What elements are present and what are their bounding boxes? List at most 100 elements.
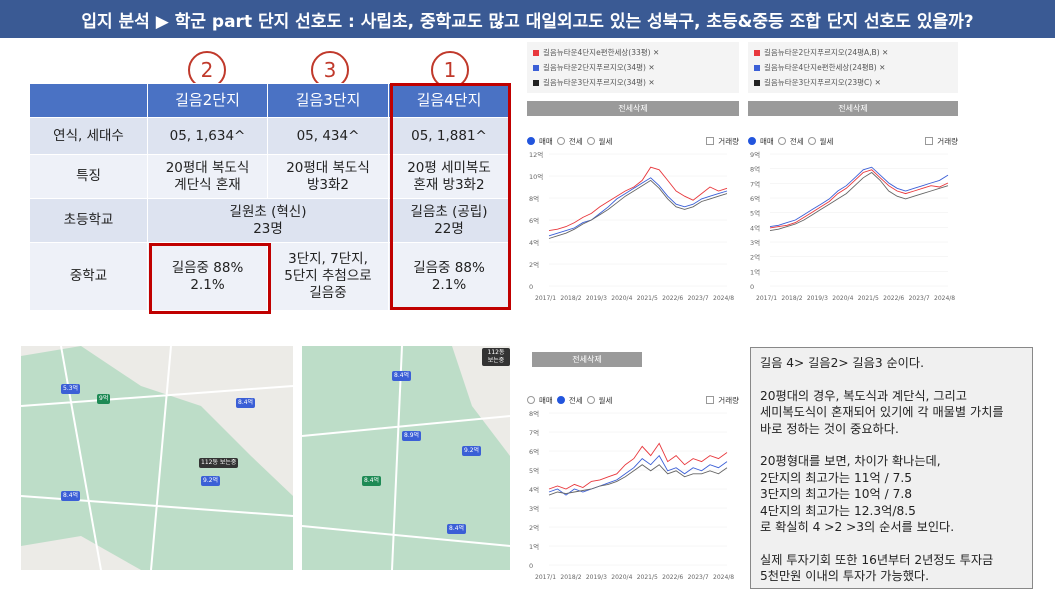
map-complex-3[interactable]: 8.4억 8.9억 9.2억 8.4억 8.4억 112동 보는중 bbox=[302, 346, 510, 570]
table-cell: 20평대 복도식 방3화2 bbox=[267, 154, 389, 199]
y-tick-label: 10억 bbox=[529, 173, 543, 181]
y-tick-label: 3억 bbox=[529, 505, 539, 513]
cell-line: 20평 세미복도 bbox=[407, 159, 491, 176]
radio-sale[interactable] bbox=[527, 396, 535, 404]
y-tick-label: 1억 bbox=[529, 543, 539, 551]
radio-sale[interactable] bbox=[748, 137, 756, 145]
volume-checkbox[interactable] bbox=[925, 137, 934, 145]
series-line bbox=[548, 442, 728, 490]
price-pin[interactable]: 8.9억 bbox=[402, 431, 422, 441]
radio-label: 매매 bbox=[760, 136, 774, 146]
legend-label: 길음뉴타운2단지푸르지오(24평A,B) ✕ bbox=[764, 48, 889, 57]
y-tick-label: 7억 bbox=[750, 180, 760, 188]
chart-band: 전세삭제 bbox=[532, 352, 642, 367]
legend-item[interactable]: 길음뉴타운3단지푸르지오(23평C) ✕ bbox=[754, 75, 952, 90]
highlight-complex-4 bbox=[390, 83, 511, 310]
radio-jeonse[interactable] bbox=[777, 137, 786, 145]
series-line bbox=[548, 177, 728, 237]
volume-checkbox[interactable] bbox=[706, 137, 715, 145]
viewing-label: 112동 보는중 bbox=[199, 458, 239, 468]
price-pin[interactable]: 9.2억 bbox=[462, 446, 482, 456]
x-tick-label: 2017/1 bbox=[756, 295, 777, 302]
legend-item[interactable]: 길음뉴타운2단지푸르지오(24평A,B) ✕ bbox=[754, 45, 952, 60]
x-tick-label: 2023/7 bbox=[909, 295, 930, 302]
cell-line: 20평대 복도식 bbox=[165, 159, 250, 176]
price-chart-34py: 길음뉴타운4단지e편한세상(33평) ✕ 길음뉴타운2단지푸르지오(34평) ✕… bbox=[527, 42, 739, 337]
series-line bbox=[769, 166, 949, 228]
legend-item[interactable]: 길음뉴타운4단지e편한세상(24평B) ✕ bbox=[754, 60, 952, 75]
price-pin[interactable]: 9.2억 bbox=[201, 476, 221, 486]
page-title: 입지 분석 ▶ 학군 part 단지 선호도 : 사립초, 중학교도 많고 대일… bbox=[0, 0, 1055, 38]
cell-line: 23명 bbox=[253, 220, 283, 237]
price-pin[interactable]: 8.4억 bbox=[447, 524, 467, 534]
y-tick-label: 12억 bbox=[529, 151, 543, 159]
radio-jeonse[interactable] bbox=[556, 396, 565, 404]
checkbox-label: 거래량 bbox=[718, 395, 739, 405]
radio-label: 매매 bbox=[539, 136, 553, 146]
cell-line: 계단식 혼재 bbox=[174, 176, 241, 193]
y-tick-label: 6억 bbox=[750, 195, 760, 203]
price-pin[interactable]: 5.3억 bbox=[61, 384, 81, 394]
y-tick-label: 3억 bbox=[750, 239, 760, 247]
table-cell: 05, 1,634^ bbox=[147, 117, 268, 155]
y-tick-label: 8억 bbox=[529, 410, 539, 418]
y-tick-label: 2억 bbox=[529, 524, 539, 532]
cell-line: 길음중 88% bbox=[413, 259, 485, 276]
header-complex-3: 길음3단지 bbox=[267, 83, 389, 118]
price-pin[interactable]: 8.4억 bbox=[61, 491, 81, 501]
radio-label: 월세 bbox=[819, 136, 834, 146]
legend-item[interactable]: 길음뉴타운2단지푸르지오(34평) ✕ bbox=[533, 60, 733, 75]
series-line bbox=[548, 464, 728, 496]
x-tick-label: 2021/5 bbox=[637, 574, 658, 581]
cell-line: 혼재 방3화2 bbox=[413, 176, 485, 193]
note-line: 3단지의 최고가는 10억 / 7.8 bbox=[760, 487, 912, 501]
radio-monthly[interactable] bbox=[807, 137, 816, 145]
radio-jeonse[interactable] bbox=[556, 137, 565, 145]
price-pin[interactable]: 8.4억 bbox=[236, 398, 256, 408]
x-tick-label: 2022/6 bbox=[662, 295, 683, 302]
highlight-middle-school-2 bbox=[149, 243, 271, 314]
series-line bbox=[548, 179, 728, 239]
x-tick-label: 2024/8 bbox=[934, 295, 955, 302]
map-complex-2[interactable]: 5.3억 9억 8.4억 9.2억 8.4억 112동 보는중 bbox=[21, 346, 293, 570]
marker-2: 2 bbox=[188, 51, 226, 89]
x-tick-label: 2024/8 bbox=[713, 574, 734, 581]
radio-label: 월세 bbox=[598, 136, 613, 146]
table-cell: 길음중 88% 2.1% bbox=[147, 242, 268, 311]
series-line bbox=[548, 454, 728, 496]
price-pin[interactable]: 8.4억 bbox=[362, 476, 382, 486]
legend-item[interactable]: 길음뉴타운4단지e편한세상(33평) ✕ bbox=[533, 45, 733, 60]
viewing-label: 112동 보는중 bbox=[482, 348, 510, 366]
jeonse-chart: 전세삭제 매매 전세 월세 거래량 8억 7억 6억 5억 4억 3억 2억 1억 0 2017/… bbox=[527, 352, 739, 587]
x-tick-label: 2022/6 bbox=[662, 574, 683, 581]
x-tick-label: 2017/1 bbox=[535, 574, 556, 581]
row-label: 중학교 bbox=[29, 242, 148, 311]
y-tick-label: 7억 bbox=[529, 429, 539, 437]
x-tick-label: 2019/3 bbox=[586, 574, 607, 581]
y-tick-label: 8억 bbox=[750, 166, 760, 174]
radio-sale[interactable] bbox=[527, 137, 535, 145]
y-tick-label: 4억 bbox=[750, 224, 760, 232]
volume-checkbox[interactable] bbox=[706, 396, 715, 404]
series-line bbox=[769, 171, 949, 232]
radio-monthly[interactable] bbox=[586, 137, 595, 145]
radio-label: 월세 bbox=[598, 395, 613, 405]
price-pin[interactable]: 9억 bbox=[97, 394, 111, 404]
radio-label: 매매 bbox=[539, 395, 553, 405]
cell-line: 5단지 추첨으로 bbox=[284, 268, 372, 284]
x-tick-label: 2023/7 bbox=[688, 574, 709, 581]
y-tick-label: 0 bbox=[750, 283, 754, 291]
legend-item[interactable]: 길음뉴타운3단지푸르지오(34평) ✕ bbox=[533, 75, 733, 90]
radio-monthly[interactable] bbox=[586, 396, 595, 404]
cell-line: 길음중 88% bbox=[171, 259, 244, 276]
y-tick-label: 2억 bbox=[529, 261, 539, 269]
comparison-table: 길음2단지 길음3단지 길음4단지 연식, 세대수 05, 1,634^ 05,… bbox=[29, 83, 510, 311]
price-pin[interactable]: 8.4억 bbox=[392, 371, 412, 381]
x-tick-label: 2018/2 bbox=[781, 295, 802, 302]
cell-line: 22명 bbox=[434, 220, 464, 237]
legend-label: 길음뉴타운3단지푸르지오(23평C) ✕ bbox=[764, 78, 881, 87]
x-tick-label: 2024/8 bbox=[713, 295, 734, 302]
